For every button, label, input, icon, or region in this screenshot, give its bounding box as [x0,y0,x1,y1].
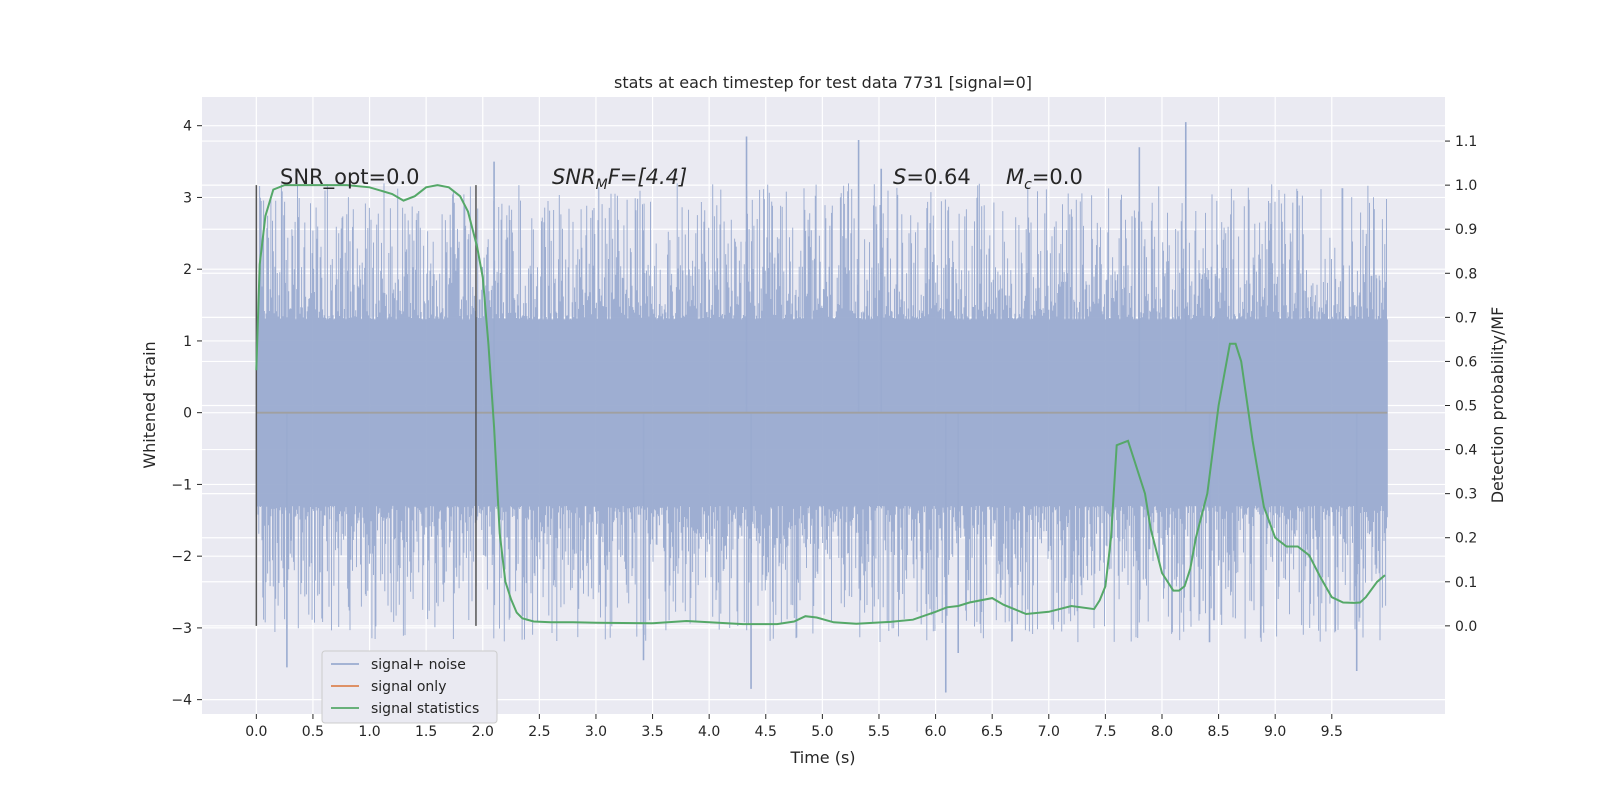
y-axis-right-label: Detection probability/MF [1488,307,1507,504]
mc-sub: c [1024,177,1032,193]
x-tick-label: 6.5 [981,724,1003,740]
y2-tick-label: 1.0 [1455,178,1477,194]
legend: signal+ noise signal only signal statist… [321,650,498,724]
x-tick-label: 3.0 [585,724,607,740]
x-tick-label: 9.0 [1264,724,1286,740]
y2-tick-label: 0.3 [1455,487,1477,503]
x-tick-label: 4.0 [698,724,720,740]
y2-tick-label: 1.1 [1455,134,1477,150]
y2-tick-label: 0.1 [1455,575,1477,591]
y-tick-label: −3 [171,621,192,637]
y-tick-label: 3 [183,190,192,206]
y-axis-left-label: Whitened strain [140,341,159,468]
y-tick-label: −1 [171,477,192,493]
y2-tick-label: 0.9 [1455,222,1477,238]
y-tick-label: −2 [171,549,192,565]
y2-tick-label: 0.5 [1455,399,1477,415]
x-axis-ticks: 0.0 0.5 1.0 1.5 2.0 2.5 3.0 3.5 4.0 4.5 5.0 5.5 6.0 6… [245,714,1343,740]
legend-box [321,650,498,724]
s-rest: =0.64 [906,165,970,189]
y2-tick-label: 0.6 [1455,354,1477,370]
x-tick-label: 4.5 [755,724,777,740]
y2-tick-label: 0.7 [1455,310,1477,326]
series-signal-noise [255,122,1388,693]
window-markers [255,185,477,626]
mc-rest: =0.0 [1032,165,1083,189]
annotation-snr-mf: SNRMF=[4.4] [552,165,687,193]
mc-main: M [1006,165,1024,189]
x-tick-label: 6.0 [924,724,946,740]
x-tick-label: 5.0 [811,724,833,740]
s-main: S [893,165,906,189]
chart-title: stats at each timestep for test data 773… [614,73,1032,92]
y-tick-label: 0 [183,406,192,422]
x-axis-label: Time (s) [789,748,855,767]
y2-tick-label: 0.8 [1455,266,1477,282]
legend-label-signal-noise: signal+ noise [371,657,466,673]
y-axis-left-ticks: 4 3 2 1 0 −1 −2 −3 −4 [171,119,202,709]
x-tick-label: 1.5 [415,724,437,740]
statistics-line [255,184,1386,626]
x-tick-label: 7.0 [1038,724,1060,740]
y2-tick-label: 0.4 [1455,443,1477,459]
legend-label-signal-only: signal only [371,679,446,695]
x-tick-label: 2.5 [528,724,550,740]
x-tick-label: 7.5 [1094,724,1116,740]
x-tick-label: 8.5 [1207,724,1229,740]
annotation-mc: Mc=0.0 [1006,165,1083,193]
y-tick-label: 4 [183,119,192,135]
series-signal-statistics [255,184,1386,626]
y2-tick-label: 0.0 [1455,619,1477,635]
x-tick-label: 0.0 [245,724,267,740]
x-tick-label: 3.5 [641,724,663,740]
x-tick-label: 0.5 [302,724,324,740]
x-tick-label: 2.0 [472,724,494,740]
y2-tick-label: 0.2 [1455,531,1477,547]
y-tick-label: 2 [183,262,192,278]
snr-mf-rest: F=[4.4] [608,165,687,189]
snr-mf-main: SNR [552,165,596,189]
snr-mf-sub: M [596,177,608,193]
legend-label-signal-statistics: signal statistics [371,701,479,717]
y-tick-label: −4 [171,693,192,709]
y-tick-label: 1 [183,334,192,350]
x-tick-label: 1.0 [358,724,380,740]
x-tick-label: 8.0 [1151,724,1173,740]
annotation-s: S=0.64 [893,165,971,189]
x-tick-label: 5.5 [868,724,890,740]
y-axis-right-ticks: 1.1 1.0 0.9 0.8 0.7 0.6 0.5 0.4 0.3 0.2 0.1 0.0 [1445,134,1477,635]
annotation-snr-opt: SNR_opt=0.0 [280,165,420,190]
x-tick-label: 9.5 [1321,724,1343,740]
